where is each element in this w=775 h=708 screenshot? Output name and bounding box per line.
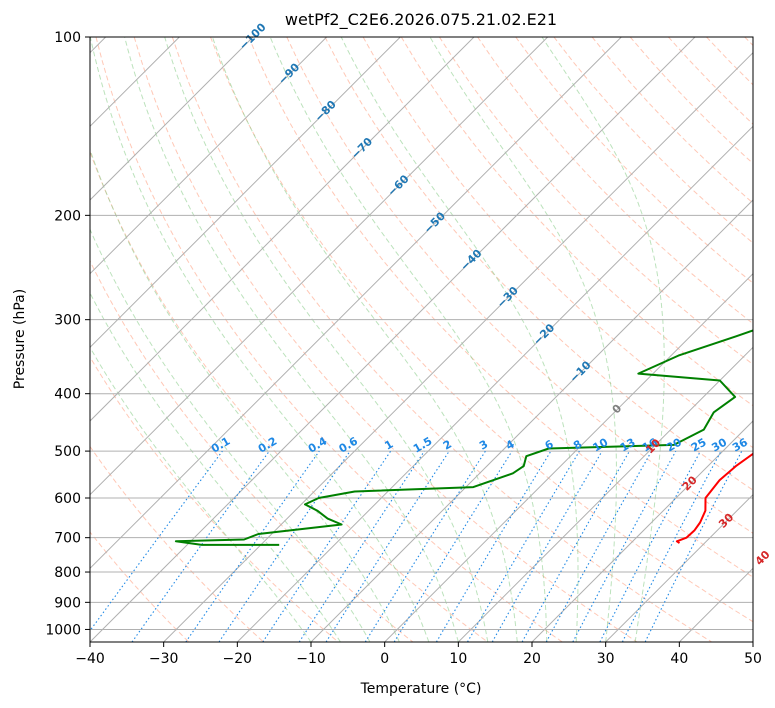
y-tick-label: 200 xyxy=(54,208,81,224)
y-tick-label: 300 xyxy=(54,313,81,329)
mixing-ratio-line xyxy=(572,450,677,642)
y-tick-label: 1000 xyxy=(45,622,81,638)
y-tick-label: 500 xyxy=(54,444,81,460)
y-axis-label: Pressure (hPa) xyxy=(12,289,28,389)
moist-adiabat xyxy=(124,37,459,642)
moist-adiabat xyxy=(90,148,400,642)
dry-adiabat xyxy=(90,150,488,642)
dry-adiabat xyxy=(477,37,753,325)
isotherm-line xyxy=(531,420,753,642)
isotherm-line xyxy=(310,199,753,642)
plot-frame xyxy=(89,36,754,643)
dry-adiabat xyxy=(210,37,753,623)
moist-adiabat xyxy=(90,292,341,642)
mixing-ratio-line xyxy=(325,450,450,642)
x-tick-label: −10 xyxy=(296,651,326,667)
x-tick-label: −30 xyxy=(149,651,179,667)
isotherm-line xyxy=(90,37,401,349)
y-tick-label: 100 xyxy=(54,30,81,46)
isotherm-line xyxy=(90,37,622,570)
dry-adiabat xyxy=(515,37,753,284)
x-tick-label: 20 xyxy=(523,651,541,667)
isotherm-line xyxy=(90,37,254,201)
moist-adiabat xyxy=(541,37,665,642)
x-tick-label: −40 xyxy=(75,651,105,667)
mixing-ratio-line xyxy=(262,450,392,642)
dry-adiabat xyxy=(171,37,712,642)
y-tick-label: 900 xyxy=(54,595,81,611)
mixing-ratio-line xyxy=(644,450,743,642)
dry-adiabat xyxy=(90,356,339,642)
isotherm-line xyxy=(236,125,753,642)
isotherm-line xyxy=(90,37,475,422)
dry-adiabat xyxy=(248,37,753,578)
isotherm-line xyxy=(163,51,753,642)
dry-adiabat xyxy=(133,37,638,642)
y-tick-label: 800 xyxy=(54,565,81,581)
x-tick-label: 40 xyxy=(670,651,688,667)
moist-adiabat xyxy=(90,37,430,642)
isotherm-line xyxy=(90,37,549,496)
dry-adiabat xyxy=(324,37,753,491)
dry-adiabat xyxy=(90,445,264,642)
moist-adiabat xyxy=(211,37,518,642)
mixing-ratio-line xyxy=(185,450,320,642)
moist-adiabat xyxy=(340,37,579,642)
y-tick-label: 600 xyxy=(54,491,81,507)
mixing-ratio-line xyxy=(545,450,653,642)
dry-adiabat xyxy=(286,37,753,534)
x-tick-label: 0 xyxy=(380,651,389,667)
moist-adiabat xyxy=(164,37,489,642)
isotherm-line xyxy=(605,493,753,642)
mixing-ratio-line xyxy=(298,450,425,642)
y-tick-label: 700 xyxy=(54,531,81,547)
moist-adiabat xyxy=(90,228,371,642)
dry-adiabat xyxy=(90,259,414,642)
temperature-line xyxy=(675,452,753,544)
dry-adiabat xyxy=(438,37,753,366)
isotherm-line xyxy=(90,37,328,275)
x-tick-label: 30 xyxy=(597,651,615,667)
chart-title: wetPf2_C2E6.2026.075.21.02.E21 xyxy=(285,10,557,30)
y-tick-label: 400 xyxy=(54,387,81,403)
dry-adiabat xyxy=(362,37,753,449)
x-tick-label: 50 xyxy=(744,651,762,667)
x-axis-label: Temperature (°C) xyxy=(360,681,482,697)
mixing-ratio-line xyxy=(131,450,270,642)
mixing-ratio-line xyxy=(218,450,351,642)
dewpoint-line xyxy=(174,329,753,546)
dry-adiabat xyxy=(95,37,563,642)
x-tick-label: −20 xyxy=(223,651,253,667)
mixing-ratio-line xyxy=(521,450,630,642)
isotherm-line xyxy=(457,346,753,642)
mixing-ratio-line xyxy=(393,450,513,642)
moist-adiabat xyxy=(429,37,617,642)
x-tick-label: 10 xyxy=(449,651,467,667)
dry-adiabat xyxy=(400,37,753,407)
isotherm-line xyxy=(384,272,753,642)
dry-adiabat xyxy=(90,531,190,642)
mixing-ratio-line xyxy=(90,450,223,632)
